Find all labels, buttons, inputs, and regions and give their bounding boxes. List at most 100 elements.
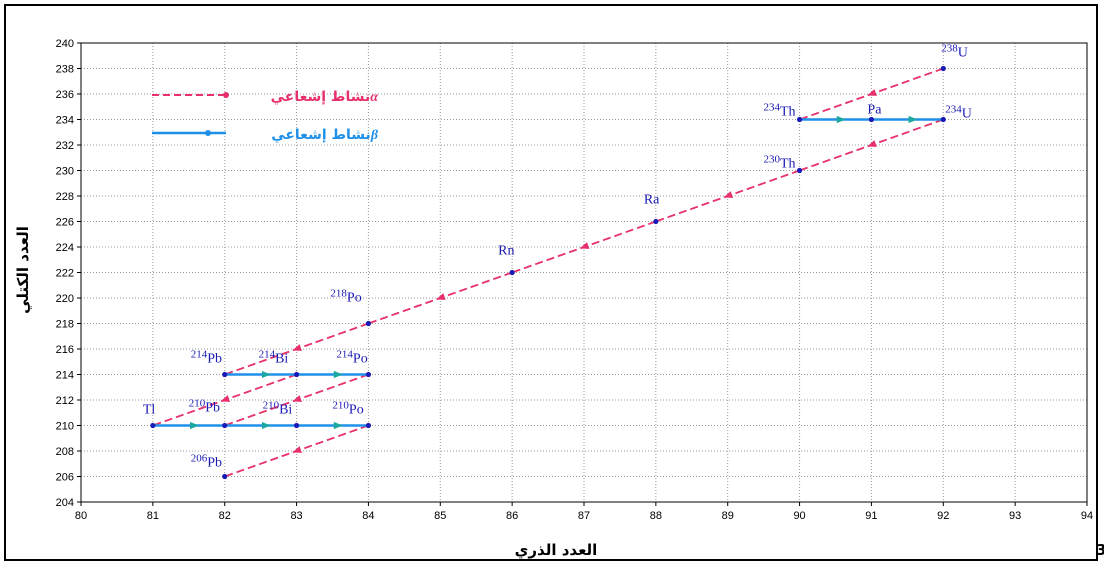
gridlines — [81, 43, 1087, 502]
y-tick-label: 224 — [56, 242, 74, 254]
mass-number: 214 — [336, 349, 353, 361]
x-tick-label: 93 — [1009, 510, 1021, 522]
mass-number: 210 — [263, 400, 280, 412]
y-tick-label: 238 — [56, 64, 74, 76]
y-tick-label: 240 — [56, 38, 74, 50]
x-tick-label: 88 — [650, 510, 662, 522]
y-tick-label: 226 — [56, 217, 74, 229]
element-symbol: Pa — [867, 103, 882, 118]
mass-number: 206 — [191, 453, 208, 465]
y-axis-title: العدد الكتلي — [14, 226, 32, 314]
nuclide-points — [150, 65, 946, 480]
element-symbol: Tl — [143, 403, 156, 418]
nuclide-point — [509, 269, 515, 276]
nuclide-label: 214Pb — [191, 349, 222, 367]
x-tick-label: 83 — [290, 510, 302, 522]
nuclide-point — [150, 422, 156, 429]
legend: نشاط إشعاعيα نشاط إشعاعيβ — [152, 89, 379, 143]
nuclide-point — [796, 116, 803, 123]
element-symbol: Po — [347, 291, 362, 306]
axes — [77, 42, 1088, 506]
x-axis-title: العدد الذري — [515, 541, 598, 560]
x-tick-label: 81 — [147, 510, 159, 522]
nuclide-label: 210Po — [332, 400, 363, 418]
y-tick-label: 232 — [56, 140, 74, 152]
nuclide-label: Rn — [498, 244, 514, 259]
nuclide-label: 230Th — [764, 154, 796, 172]
element-symbol: Pb — [207, 456, 222, 471]
mass-number: 214 — [259, 349, 276, 361]
nuclide-label: 234Th — [764, 102, 796, 120]
nuclide-point — [293, 371, 300, 378]
nuclide-label: 206Pb — [191, 453, 222, 471]
nuclide-point — [940, 65, 946, 72]
nuclide-point — [653, 218, 659, 225]
y-tick-label: 216 — [56, 344, 74, 356]
nuclide-label: 210Pb — [189, 398, 220, 416]
mass-number: 234 — [945, 104, 962, 116]
x-tick-label: 90 — [793, 510, 805, 522]
figure-label: الشكل 3 — [1096, 541, 1104, 559]
nuclide-label: 214Po — [336, 349, 367, 367]
y-tick-label: 222 — [56, 268, 74, 280]
y-tick-label: 214 — [56, 370, 74, 382]
legend-alpha-dot — [223, 92, 229, 98]
x-tick-label: 80 — [75, 510, 87, 522]
x-tick-label: 86 — [506, 510, 518, 522]
element-symbol: Rn — [498, 244, 514, 259]
element-symbol: Pb — [205, 401, 220, 416]
legend-beta-label: نشاط إشعاعيβ — [271, 127, 379, 143]
y-tick-label: 230 — [56, 166, 74, 178]
x-tick-label: 89 — [722, 510, 734, 522]
x-tick-label: 94 — [1081, 510, 1093, 522]
tick-labels: 80 81 82 83 84 85 86 87 88 89 90 91 92 93 94 204 206 208 2… — [56, 38, 1093, 522]
nuclide-point — [365, 371, 372, 378]
legend-beta-dot — [205, 130, 211, 136]
x-tick-label: 84 — [362, 510, 374, 522]
element-symbol: Po — [353, 352, 368, 367]
nuclide-label: 238U — [941, 43, 968, 61]
mass-number: 234 — [764, 102, 781, 114]
y-tick-label: 220 — [56, 293, 74, 305]
mass-number: 210 — [189, 398, 206, 410]
nuclide-point — [222, 422, 228, 429]
element-symbol: Pb — [207, 352, 222, 367]
nuclide-point — [293, 422, 300, 429]
nuclide-label: 210Bi — [263, 400, 293, 418]
nuclide-label: Pa — [867, 103, 882, 118]
nuclide-label: Tl — [143, 403, 156, 418]
nuclide-label: 218Po — [330, 288, 361, 306]
element-symbol: Po — [349, 403, 364, 418]
nuclide-point — [365, 422, 372, 429]
x-tick-label: 91 — [865, 510, 877, 522]
x-tick-label: 92 — [937, 510, 949, 522]
legend-alpha-label: نشاط إشعاعيα — [271, 89, 379, 105]
nuclide-point — [796, 167, 803, 174]
y-tick-label: 228 — [56, 191, 74, 203]
mass-number: 238 — [941, 43, 958, 55]
y-tick-label: 210 — [56, 421, 74, 433]
element-symbol: U — [962, 107, 972, 122]
nuclide-label: 214Bi — [259, 349, 289, 367]
nuclide-label: Ra — [644, 193, 660, 208]
nuclide-point — [365, 320, 372, 327]
element-symbol: U — [958, 46, 968, 61]
y-tick-label: 212 — [56, 395, 74, 407]
y-tick-label: 236 — [56, 89, 74, 101]
nuclide-point — [222, 473, 228, 480]
mass-number: 214 — [191, 349, 208, 361]
element-symbol: Ra — [644, 193, 660, 208]
y-tick-label: 218 — [56, 319, 74, 331]
element-symbol: Bi — [279, 403, 292, 418]
x-tick-label: 82 — [219, 510, 231, 522]
x-tick-label: 85 — [434, 510, 446, 522]
figure-frame — [4, 4, 1098, 561]
element-symbol: Bi — [275, 352, 288, 367]
y-tick-label: 206 — [56, 472, 74, 484]
mass-number: 230 — [764, 154, 781, 166]
y-tick-label: 204 — [56, 497, 74, 509]
decay-series — [152, 67, 944, 478]
nuclide-point — [222, 371, 228, 378]
